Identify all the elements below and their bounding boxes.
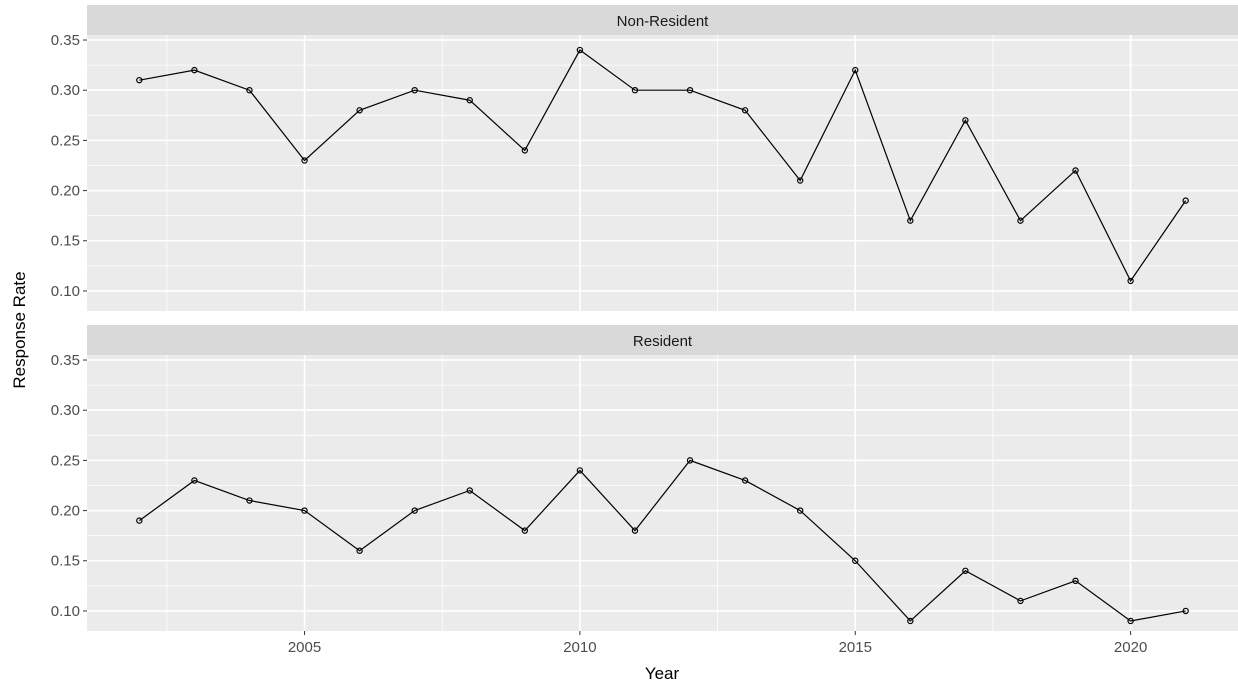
data-point [1072, 167, 1079, 174]
data-point [796, 177, 804, 184]
data-point [741, 477, 749, 484]
facet-strip [87, 325, 1238, 355]
data-point [741, 107, 749, 114]
data-point [686, 457, 694, 464]
data-point [1127, 617, 1134, 625]
data-point [246, 86, 253, 94]
data-point [1072, 577, 1079, 585]
y-tick-label: 0.25 [51, 452, 80, 469]
data-point [907, 217, 914, 224]
data-point [631, 527, 639, 534]
data-point [191, 477, 198, 484]
data-point [631, 86, 639, 94]
y-tick-label: 0.20 [51, 183, 80, 200]
facet-strip [87, 5, 1238, 35]
y-tick-label: 0.10 [51, 603, 80, 620]
data-point [1127, 277, 1134, 285]
y-tick-label: 0.30 [51, 82, 80, 99]
data-point [962, 567, 969, 574]
y-tick-label: 0.15 [51, 233, 80, 250]
data-point [411, 86, 418, 94]
data-point [191, 66, 198, 74]
y-tick-label: 0.35 [51, 32, 80, 49]
data-point [521, 147, 529, 154]
panel-background [87, 355, 1238, 631]
data-point [962, 117, 969, 124]
data-point [466, 97, 473, 104]
panel-background [87, 35, 1238, 311]
facet-panel-1: Resident 0.10 0.15 0.20 0.25 0.30 0.35 2005 2010… [51, 325, 1238, 656]
y-tick-label: 0.20 [51, 503, 80, 520]
data-point [136, 76, 143, 84]
data-point [1182, 607, 1189, 615]
data-point [466, 487, 473, 494]
data-point [907, 617, 914, 625]
data-point [246, 497, 253, 504]
data-point [356, 547, 363, 554]
data-point [136, 517, 143, 524]
y-tick-label: 0.25 [51, 132, 80, 149]
y-tick-label: 0.10 [51, 283, 80, 300]
data-point [521, 527, 529, 534]
data-point [1182, 197, 1189, 204]
x-tick-label: 2020 [1114, 639, 1147, 656]
series-line-non-resident [139, 49, 1187, 283]
data-point [301, 157, 308, 164]
data-point [301, 507, 308, 514]
data-point [576, 467, 584, 474]
x-tick-label: 2005 [288, 639, 321, 656]
data-point [796, 507, 804, 514]
y-tick-label: 0.15 [51, 553, 80, 570]
data-point [686, 86, 694, 94]
y-tick-label: 0.35 [51, 352, 80, 369]
facet-strip-label: Resident [633, 333, 693, 350]
facet-strip-label: Non-Resident [617, 13, 710, 30]
series-line-resident [138, 459, 1186, 622]
data-point [1017, 217, 1024, 224]
data-point [852, 557, 859, 564]
x-tick-label: 2010 [563, 639, 596, 656]
facet-panel-0: Non-Resident 0.10 0.15 0.20 0.25 0.30 0.35 [51, 5, 1238, 311]
data-point [576, 46, 584, 54]
data-point [356, 107, 363, 114]
x-tick-label: 2015 [839, 639, 872, 656]
data-point [852, 66, 859, 74]
x-axis-label: Year [645, 664, 680, 683]
data-point [1017, 597, 1024, 605]
y-axis-label: Response Rate [10, 271, 29, 388]
y-tick-label: 0.30 [51, 402, 80, 419]
data-point [411, 507, 418, 514]
